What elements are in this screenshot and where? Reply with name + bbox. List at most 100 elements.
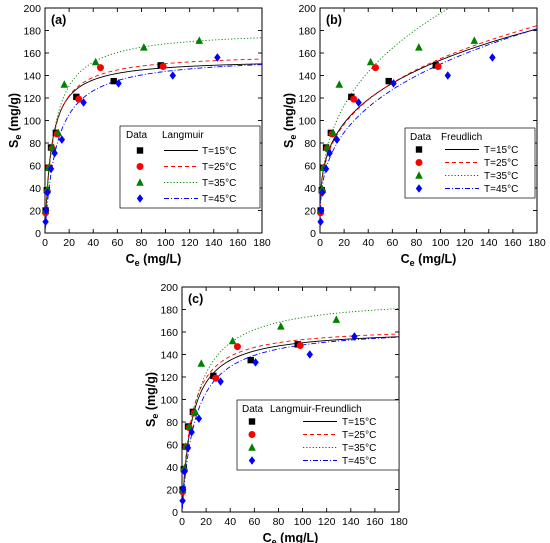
data-point bbox=[335, 80, 344, 88]
data-point bbox=[355, 98, 362, 107]
x-tick-label: 100 bbox=[294, 516, 312, 528]
data-point bbox=[54, 128, 63, 137]
data-point bbox=[217, 377, 224, 386]
data-point bbox=[159, 63, 167, 70]
y-tick-label: 140 bbox=[23, 70, 41, 82]
fit-line bbox=[182, 308, 399, 509]
y-tick-label: 20 bbox=[29, 205, 41, 217]
x-tick-label: 140 bbox=[480, 237, 498, 249]
y-tick-label: 180 bbox=[23, 25, 41, 37]
y-tick-label: 180 bbox=[160, 304, 178, 316]
data-point bbox=[212, 374, 220, 382]
data-point bbox=[323, 143, 332, 151]
data-point bbox=[415, 43, 423, 51]
fit-line bbox=[182, 336, 399, 508]
chart-panel: 0 20 40 60 80 100 120 140 160 180 0 20 40 60 80 100 120 1… bbox=[144, 282, 408, 543]
data-point bbox=[470, 36, 479, 44]
y-tick-label: 60 bbox=[166, 439, 178, 451]
legend-label: T=45°C bbox=[484, 184, 518, 195]
data-point bbox=[136, 194, 144, 203]
x-tick-label: 40 bbox=[362, 237, 374, 249]
y-tick-label: 160 bbox=[160, 327, 178, 339]
panel-label: (c) bbox=[188, 292, 203, 306]
x-tick-label: 20 bbox=[338, 237, 350, 249]
y-tick-label: 100 bbox=[23, 115, 41, 127]
x-axis-label: Ce (mg/L) bbox=[126, 252, 182, 268]
x-tick-label: 60 bbox=[111, 237, 123, 249]
x-tick-label: 80 bbox=[411, 237, 423, 249]
x-tick-label: 40 bbox=[224, 516, 236, 528]
data-point bbox=[247, 356, 254, 364]
x-tick-label: 80 bbox=[273, 516, 285, 528]
data-point bbox=[195, 36, 204, 44]
x-tick-label: 160 bbox=[504, 237, 522, 249]
data-point bbox=[43, 206, 50, 215]
y-tick-label: 0 bbox=[35, 228, 41, 240]
legend-label: T=25°C bbox=[342, 430, 376, 441]
y-tick-label: 80 bbox=[166, 417, 178, 429]
legend-box bbox=[236, 399, 400, 471]
y-tick-label: 60 bbox=[29, 160, 41, 172]
data-points bbox=[178, 315, 358, 505]
x-tick-label: 20 bbox=[200, 516, 212, 528]
data-point bbox=[296, 342, 304, 349]
legend-model-name: Freudlich bbox=[441, 132, 482, 143]
x-tick-label: 0 bbox=[42, 237, 48, 249]
y-tick-label: 0 bbox=[310, 228, 316, 240]
x-tick-label: 60 bbox=[386, 237, 398, 249]
data-point bbox=[44, 188, 51, 197]
data-point bbox=[252, 358, 259, 367]
x-tick-label: 40 bbox=[87, 237, 99, 249]
y-tick-label: 180 bbox=[298, 25, 316, 37]
data-point bbox=[371, 64, 379, 72]
data-point bbox=[248, 456, 256, 465]
data-point bbox=[136, 147, 144, 154]
legend-label: T=45°C bbox=[342, 456, 376, 467]
x-tick-label: 120 bbox=[318, 516, 336, 528]
legend-label: T=35°C bbox=[484, 171, 518, 182]
data-point bbox=[184, 443, 192, 453]
legend-box bbox=[404, 127, 536, 199]
x-tick-label: 160 bbox=[366, 516, 384, 528]
data-point bbox=[51, 148, 58, 158]
data-point bbox=[96, 64, 104, 72]
data-point bbox=[277, 322, 285, 330]
data-point bbox=[351, 332, 358, 341]
data-point bbox=[60, 80, 69, 88]
data-point bbox=[75, 95, 83, 103]
legend-label: T=25°C bbox=[484, 158, 518, 169]
x-tick-label: 20 bbox=[63, 237, 75, 249]
data-point bbox=[195, 414, 203, 423]
y-tick-label: 160 bbox=[23, 48, 41, 60]
y-tick-label: 40 bbox=[304, 183, 316, 195]
x-tick-label: 80 bbox=[136, 237, 148, 249]
legend-label: T=25°C bbox=[202, 162, 236, 173]
fit-line bbox=[45, 63, 262, 227]
y-tick-label: 200 bbox=[160, 282, 178, 294]
y-tick-label: 20 bbox=[166, 484, 178, 496]
legend-label: T=15°C bbox=[202, 146, 236, 157]
y-tick-label: 200 bbox=[23, 3, 41, 15]
data-point bbox=[318, 206, 325, 215]
x-tick-label: 60 bbox=[248, 516, 260, 528]
data-point bbox=[444, 71, 451, 80]
data-point bbox=[415, 146, 423, 153]
data-point bbox=[248, 443, 256, 451]
legend: Data Langmuir-Freundlich T=15°C T=25°C T=35°… bbox=[236, 399, 400, 471]
data-point bbox=[181, 467, 188, 476]
data-point bbox=[489, 53, 496, 62]
data-point bbox=[233, 343, 241, 351]
legend-model-name: Langmuir bbox=[162, 130, 204, 141]
fit-curves bbox=[182, 308, 399, 509]
data-point bbox=[115, 79, 122, 88]
x-tick-label: 0 bbox=[179, 516, 185, 528]
y-tick-label: 60 bbox=[304, 160, 316, 172]
data-point bbox=[326, 148, 333, 158]
data-point bbox=[179, 496, 186, 505]
x-axis-label: Ce (mg/L) bbox=[263, 531, 319, 543]
x-tick-label: 140 bbox=[342, 516, 360, 528]
data-point bbox=[390, 79, 397, 88]
legend-label: T=45°C bbox=[202, 194, 236, 205]
y-tick-label: 20 bbox=[304, 205, 316, 217]
